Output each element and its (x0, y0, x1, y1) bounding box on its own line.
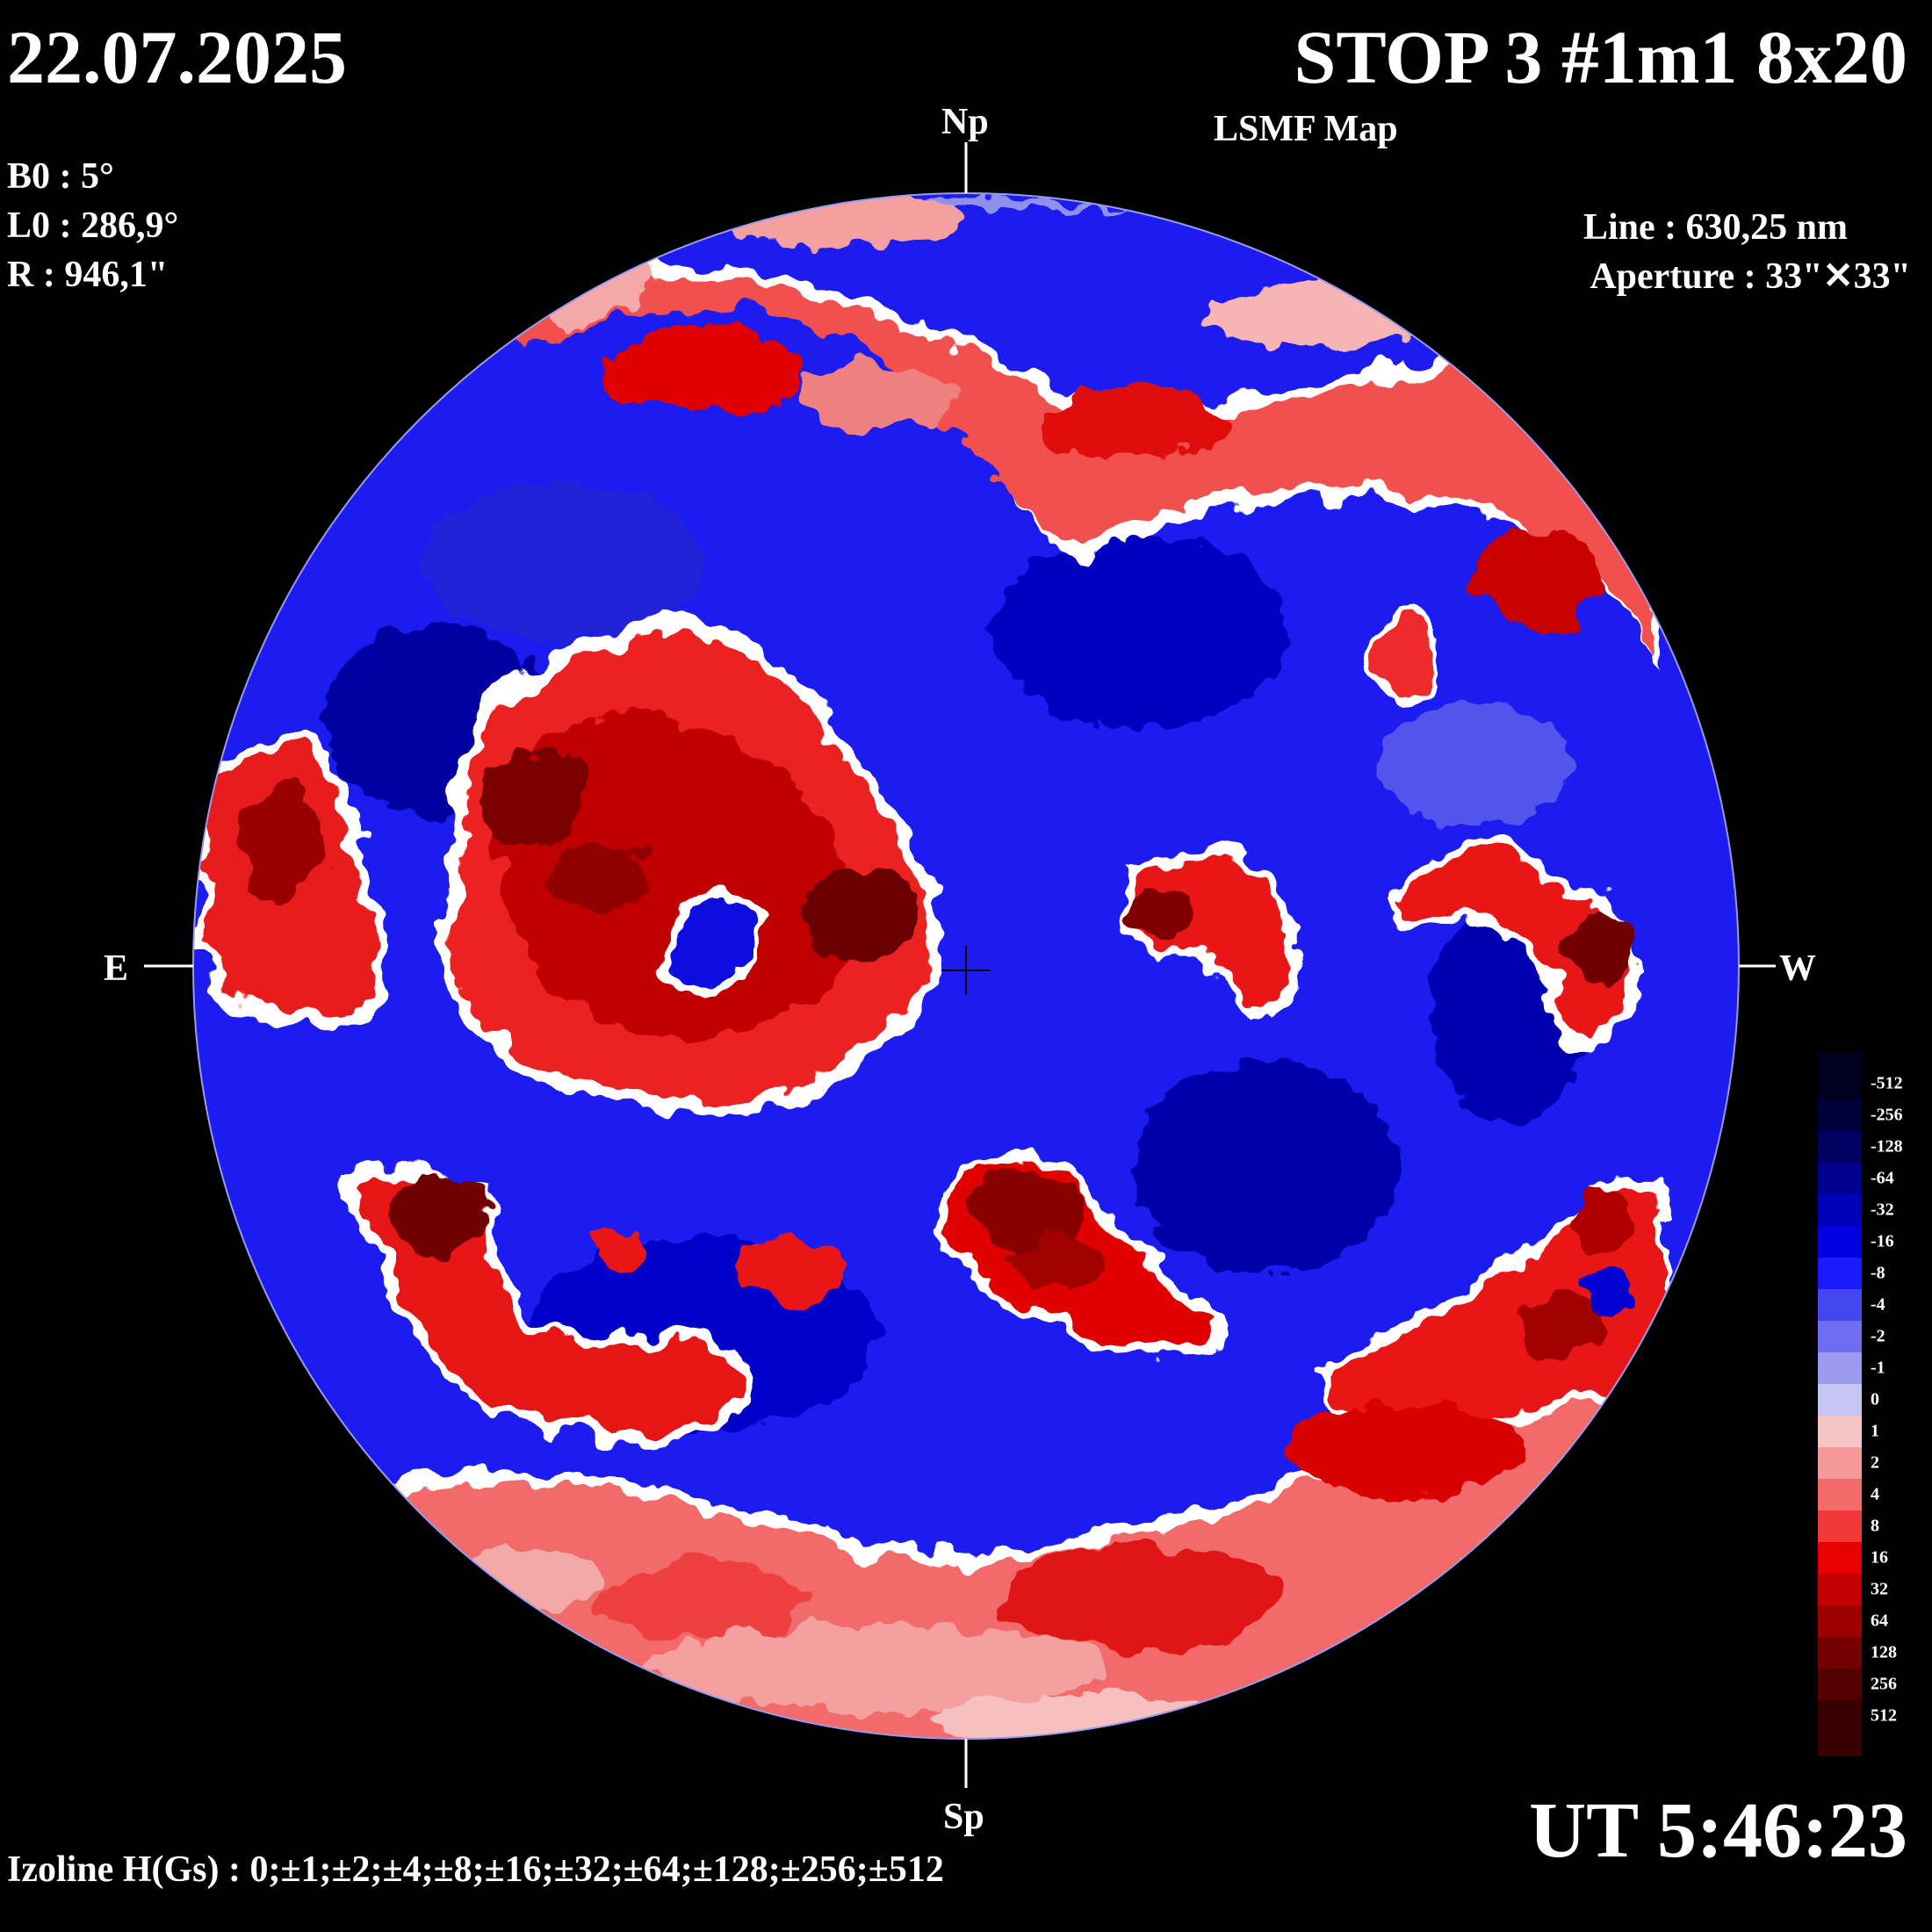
south-central-core (1010, 1238, 1098, 1291)
north-positive-band (404, 278, 1660, 659)
scale-swatch (1818, 1352, 1862, 1384)
param-b0: B0 : 5° (7, 156, 114, 197)
west-label: W (1779, 948, 1816, 989)
scale-swatch (1818, 1384, 1862, 1416)
north-band-strong (1475, 527, 1598, 632)
east-ring-core (549, 843, 645, 913)
scale-swatch (1818, 1447, 1862, 1479)
scale-label: 0 (1871, 1389, 1879, 1409)
southeast-core (391, 1168, 487, 1256)
scale-swatch (1818, 1669, 1862, 1700)
scale-label: -8 (1871, 1263, 1885, 1283)
scale-label: -128 (1871, 1136, 1903, 1157)
southwest-core (1563, 1190, 1633, 1251)
scale-label: 32 (1871, 1579, 1888, 1599)
south-central-core (966, 1172, 1089, 1251)
scale-swatch (1818, 1131, 1862, 1163)
south-band-weak (922, 1695, 1273, 1739)
north-pole-label: Np (941, 102, 989, 142)
scale-label: 512 (1871, 1705, 1897, 1726)
north-band-weak (439, 255, 650, 325)
east-ring-core (804, 865, 918, 962)
scale-swatch (1818, 1510, 1862, 1542)
scale-label: 64 (1871, 1611, 1888, 1631)
observation-time: UT 5:46:23 (1529, 1787, 1907, 1874)
east-ring-core (483, 751, 588, 847)
scale-swatch (1818, 1416, 1862, 1447)
scale-label: -16 (1871, 1231, 1894, 1251)
east-label: E (104, 948, 129, 989)
negative-patch (1379, 703, 1572, 825)
negative-patch (422, 483, 703, 641)
scale-label: 16 (1871, 1547, 1888, 1568)
scale-label: -4 (1871, 1294, 1885, 1315)
scale-swatch (1818, 1637, 1862, 1669)
param-l0: L0 : 286,9° (7, 205, 179, 246)
scale-swatch (1818, 1732, 1862, 1756)
negative-core-center (992, 536, 1291, 729)
west-core (1563, 913, 1633, 984)
scale-label: -2 (1871, 1326, 1885, 1346)
north-band-weak (720, 193, 966, 246)
scale-swatch (1818, 1321, 1862, 1352)
scale-swatch (1818, 1052, 1862, 1068)
south-band-strong (597, 1559, 808, 1638)
param-aperture: Aperture : 33"✕33" (1590, 256, 1911, 297)
south-band-strong (1282, 1405, 1528, 1493)
southwest-core (1519, 1291, 1607, 1361)
scale-label: 1 (1871, 1421, 1879, 1441)
scale-label: -1 (1871, 1358, 1885, 1378)
southwest-negative-spot (1581, 1266, 1633, 1316)
southwest-positive (1328, 1188, 1662, 1451)
southeast-spot (588, 1222, 641, 1272)
scale-swatch (1818, 1068, 1862, 1099)
scale-swatch (1818, 1605, 1862, 1637)
scale-swatch (1818, 1542, 1862, 1574)
scale-label: -64 (1871, 1168, 1894, 1188)
color-scale-bar: -512 -256 -128 -64 -32 -16 -8 -4 -2 -1 0 1 2 4 8 16 32 64… (1818, 1052, 1914, 1756)
negative-core-south (1133, 1063, 1396, 1273)
scale-swatch (1818, 1258, 1862, 1289)
east-limb-core (237, 790, 325, 896)
scale-label: -256 (1871, 1105, 1903, 1125)
scale-label: -512 (1871, 1073, 1903, 1093)
southeast-spot (738, 1238, 843, 1308)
scale-label: 128 (1871, 1642, 1897, 1662)
observation-date: 22.07.2025 (7, 15, 347, 99)
east-ring-strong (501, 711, 856, 1036)
scale-label: 4 (1871, 1484, 1879, 1504)
south-band-weak (650, 1625, 1107, 1712)
param-radius: R : 946,1" (7, 255, 169, 295)
scale-swatch (1818, 1574, 1862, 1605)
scale-label: 2 (1871, 1453, 1879, 1473)
south-band-weak (457, 1546, 597, 1616)
isoline-legend: Izoline H(Gs) : 0;±1;±2;±4;±8;±16;±32;±6… (7, 1849, 944, 1890)
scale-swatch (1818, 1163, 1862, 1194)
north-band-weak (799, 364, 957, 426)
south-band-strong (1001, 1546, 1282, 1651)
scale-label: 8 (1871, 1516, 1879, 1536)
south-pole-label: Sp (943, 1797, 984, 1837)
scale-swatch (1818, 1099, 1862, 1131)
northwest-positive (1377, 622, 1433, 696)
scale-swatch (1818, 1479, 1862, 1510)
ring-negative-hole (669, 898, 759, 986)
west-positive (1389, 848, 1630, 1039)
north-band-strong (1036, 386, 1229, 457)
scale-label: -32 (1871, 1200, 1894, 1220)
scale-label: 256 (1871, 1674, 1897, 1694)
scale-swatch (1818, 1700, 1862, 1732)
scale-swatch (1818, 1226, 1862, 1258)
scale-swatch (1818, 1194, 1862, 1226)
map-subtitle: LSMF Map (1214, 109, 1398, 149)
north-band-strong (597, 325, 808, 413)
param-line: Line : 630,25 nm (1582, 207, 1848, 248)
scale-swatch (1818, 1289, 1862, 1321)
north-band-weak (1203, 281, 1431, 351)
central-west-core (1128, 887, 1190, 940)
map-title: STOP 3 #1m1 8x20 (1294, 15, 1907, 99)
